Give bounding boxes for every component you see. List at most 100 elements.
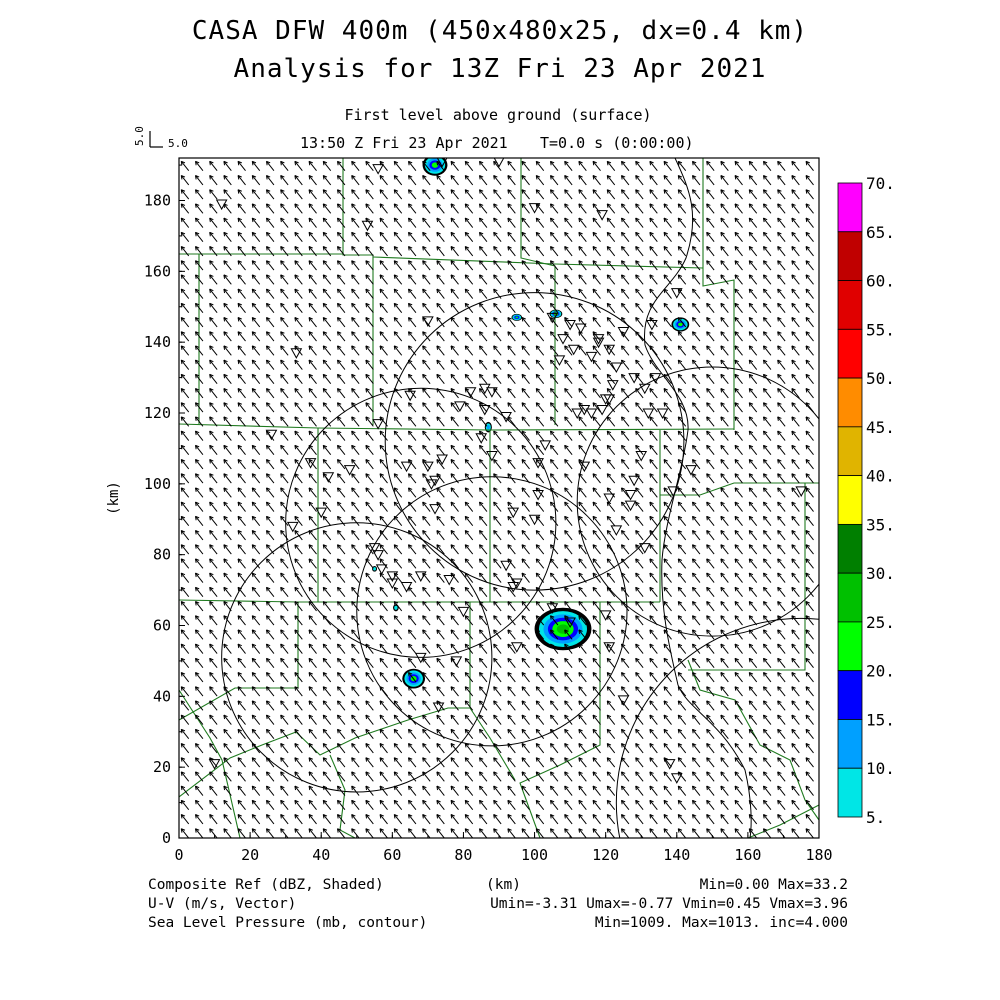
wind-vector xyxy=(592,203,601,214)
wind-vector xyxy=(677,572,687,583)
wind-vector xyxy=(549,629,559,640)
wind-vector xyxy=(748,388,758,399)
wind-vector xyxy=(478,601,488,612)
wind-vector xyxy=(464,373,474,385)
wind-vector xyxy=(493,828,502,838)
wind-vector xyxy=(322,686,332,697)
wind-vector xyxy=(706,246,715,257)
wind-vector xyxy=(734,515,743,527)
wind-vector xyxy=(549,615,559,626)
wind-vector xyxy=(649,586,658,598)
wind-vector xyxy=(322,388,332,399)
wind-vector xyxy=(521,615,530,626)
wind-vector xyxy=(237,814,246,825)
wind-vector xyxy=(294,814,303,825)
wind-vector xyxy=(209,558,218,569)
wind-vector xyxy=(308,473,317,484)
wind-vector xyxy=(194,231,204,243)
wind-vector xyxy=(450,558,459,569)
wind-vector xyxy=(209,785,218,796)
wind-vector xyxy=(777,672,786,683)
wind-vector xyxy=(265,317,275,328)
wind-vector xyxy=(762,530,772,541)
wind-vector xyxy=(663,799,672,811)
wind-vector xyxy=(535,757,545,768)
station-marker xyxy=(429,504,441,515)
station-marker xyxy=(368,543,381,554)
wind-vector xyxy=(351,359,360,370)
wind-vector xyxy=(691,799,701,811)
wind-vector xyxy=(237,274,246,285)
wind-vector xyxy=(422,416,431,427)
footer-vector-label: U-V (m/s, Vector) xyxy=(148,896,297,912)
wind-vector xyxy=(436,586,445,598)
wind-vector xyxy=(720,601,729,612)
wind-vector xyxy=(649,430,658,441)
wind-vector xyxy=(677,416,687,427)
wind-vector xyxy=(322,814,332,825)
wind-vector xyxy=(578,515,587,527)
wind-vector xyxy=(464,288,474,299)
wind-vector xyxy=(450,160,459,172)
wind-vector xyxy=(294,260,303,271)
wind-vector xyxy=(407,302,417,314)
wind-vector xyxy=(351,657,360,669)
wind-vector xyxy=(478,728,488,740)
station-marker xyxy=(628,373,640,384)
wind-vector xyxy=(209,388,218,399)
wind-vector xyxy=(720,530,729,541)
wind-vector xyxy=(720,288,729,299)
wind-vector xyxy=(407,515,417,527)
station-marker xyxy=(286,521,299,533)
wind-vector xyxy=(706,260,715,271)
wind-vector xyxy=(734,828,743,838)
wind-vector xyxy=(762,728,772,740)
wind-vector xyxy=(521,189,530,200)
wind-vector xyxy=(663,714,672,725)
station-marker xyxy=(422,461,434,473)
wind-vector xyxy=(464,302,474,314)
wind-vector xyxy=(762,601,772,612)
wind-vector xyxy=(365,515,374,527)
wind-vector xyxy=(351,444,360,456)
wind-vector xyxy=(564,657,573,669)
wind-vector xyxy=(535,828,545,838)
wind-vector xyxy=(791,743,800,754)
wind-vector xyxy=(379,203,388,214)
wind-vector xyxy=(393,700,403,711)
wind-vector xyxy=(223,260,232,271)
wind-vector xyxy=(549,459,559,470)
wind-vector xyxy=(365,501,374,512)
wind-vector xyxy=(706,771,715,782)
wind-vector xyxy=(606,444,616,456)
wind-vector xyxy=(436,672,445,683)
wind-vector xyxy=(507,828,516,838)
colorbar-swatch xyxy=(837,328,863,379)
wind-vector xyxy=(521,544,530,555)
wind-vector xyxy=(237,672,246,683)
wind-vector xyxy=(194,615,204,626)
wind-vector xyxy=(422,771,431,782)
y-tick-label: 20 xyxy=(153,758,171,776)
wind-vector xyxy=(734,700,743,711)
wind-vector xyxy=(407,373,417,385)
wind-vector xyxy=(407,260,417,271)
wind-vector xyxy=(180,430,190,441)
wind-vector xyxy=(535,799,545,811)
wind-vector xyxy=(265,686,275,697)
wind-vector xyxy=(336,771,346,782)
wind-vector xyxy=(606,530,616,541)
wind-vector xyxy=(464,217,474,228)
y-tick-label: 60 xyxy=(153,617,171,635)
wind-vector xyxy=(280,643,289,654)
wind-vector xyxy=(294,459,303,470)
wind-vector xyxy=(507,814,516,825)
wind-vector xyxy=(507,799,516,811)
wind-vector xyxy=(677,175,687,186)
wind-vector xyxy=(663,686,672,697)
wind-vector xyxy=(521,416,530,427)
wind-vector xyxy=(706,160,715,172)
wind-vector xyxy=(748,444,758,456)
wind-vector xyxy=(620,728,630,740)
wind-vector xyxy=(464,643,474,654)
